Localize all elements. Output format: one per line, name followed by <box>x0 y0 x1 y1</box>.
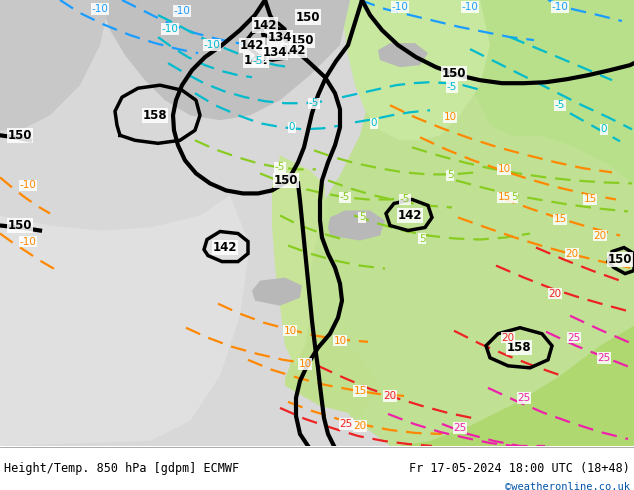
Text: -10: -10 <box>552 2 569 12</box>
Polygon shape <box>470 0 634 185</box>
Text: 150: 150 <box>290 34 314 47</box>
Text: -10: -10 <box>20 237 36 246</box>
Polygon shape <box>252 278 302 306</box>
Text: 142: 142 <box>398 209 422 222</box>
Text: 150: 150 <box>8 129 32 142</box>
Text: -10: -10 <box>162 24 178 34</box>
Text: 142: 142 <box>281 44 306 57</box>
Text: -5: -5 <box>555 100 565 110</box>
Text: 15: 15 <box>583 195 597 204</box>
Text: 5: 5 <box>359 213 365 222</box>
Polygon shape <box>320 0 490 140</box>
Polygon shape <box>328 211 385 241</box>
Text: -5: -5 <box>447 82 457 92</box>
Text: 142: 142 <box>240 39 264 51</box>
Text: 0: 0 <box>371 118 377 128</box>
Text: -5: -5 <box>400 195 410 204</box>
Text: 25: 25 <box>597 353 611 363</box>
Text: 10: 10 <box>333 336 347 346</box>
Text: 25: 25 <box>339 419 353 429</box>
Text: 134: 134 <box>268 30 292 44</box>
Text: 10: 10 <box>299 359 311 369</box>
Text: 150: 150 <box>274 174 298 187</box>
Text: 15: 15 <box>353 386 366 396</box>
Text: Height/Temp. 850 hPa [gdpm] ECMWF: Height/Temp. 850 hPa [gdpm] ECMWF <box>4 462 239 475</box>
Text: 10: 10 <box>283 326 297 336</box>
Text: -5: -5 <box>340 193 350 202</box>
Text: 142: 142 <box>213 241 237 254</box>
Text: -10: -10 <box>204 40 221 50</box>
Text: 5: 5 <box>418 234 425 244</box>
Text: 134: 134 <box>262 46 287 59</box>
Text: 15: 15 <box>553 215 567 224</box>
Polygon shape <box>400 326 634 446</box>
Polygon shape <box>378 43 428 67</box>
Text: 20: 20 <box>353 421 366 431</box>
Text: 0: 0 <box>288 122 295 132</box>
Text: -10: -10 <box>174 6 190 16</box>
Text: -10: -10 <box>462 2 479 12</box>
Text: 158: 158 <box>143 109 167 122</box>
Text: 5: 5 <box>511 193 517 202</box>
Polygon shape <box>100 0 350 120</box>
Text: 10: 10 <box>443 112 456 122</box>
Polygon shape <box>300 0 634 446</box>
Text: 150: 150 <box>442 67 466 80</box>
Text: 20: 20 <box>593 230 607 241</box>
Polygon shape <box>0 0 110 130</box>
Text: -5: -5 <box>253 56 263 66</box>
Text: 150: 150 <box>608 253 632 266</box>
Text: 142: 142 <box>243 53 268 67</box>
Text: 5: 5 <box>447 171 453 180</box>
Polygon shape <box>285 326 380 416</box>
Text: 150: 150 <box>295 11 320 24</box>
Polygon shape <box>0 196 250 446</box>
Text: 15: 15 <box>498 193 510 202</box>
Polygon shape <box>272 155 325 366</box>
Text: -5: -5 <box>309 98 319 108</box>
Text: 20: 20 <box>566 248 579 259</box>
Text: 20: 20 <box>501 333 515 343</box>
Polygon shape <box>0 146 300 446</box>
Text: 25: 25 <box>517 393 531 403</box>
Text: -10: -10 <box>392 2 408 12</box>
Text: 25: 25 <box>453 423 467 433</box>
Text: 20: 20 <box>384 391 396 401</box>
Text: 0: 0 <box>601 124 607 134</box>
Text: ©weatheronline.co.uk: ©weatheronline.co.uk <box>505 482 630 490</box>
Text: 20: 20 <box>548 289 562 299</box>
Text: 25: 25 <box>567 333 581 343</box>
Text: -5: -5 <box>275 162 285 172</box>
Text: 150: 150 <box>8 219 32 232</box>
Text: 10: 10 <box>498 164 510 174</box>
Text: -10: -10 <box>20 180 36 191</box>
Text: 142: 142 <box>253 19 277 31</box>
Text: Fr 17-05-2024 18:00 UTC (18+48): Fr 17-05-2024 18:00 UTC (18+48) <box>409 462 630 475</box>
Text: -10: -10 <box>91 4 108 14</box>
Text: 158: 158 <box>507 341 531 354</box>
